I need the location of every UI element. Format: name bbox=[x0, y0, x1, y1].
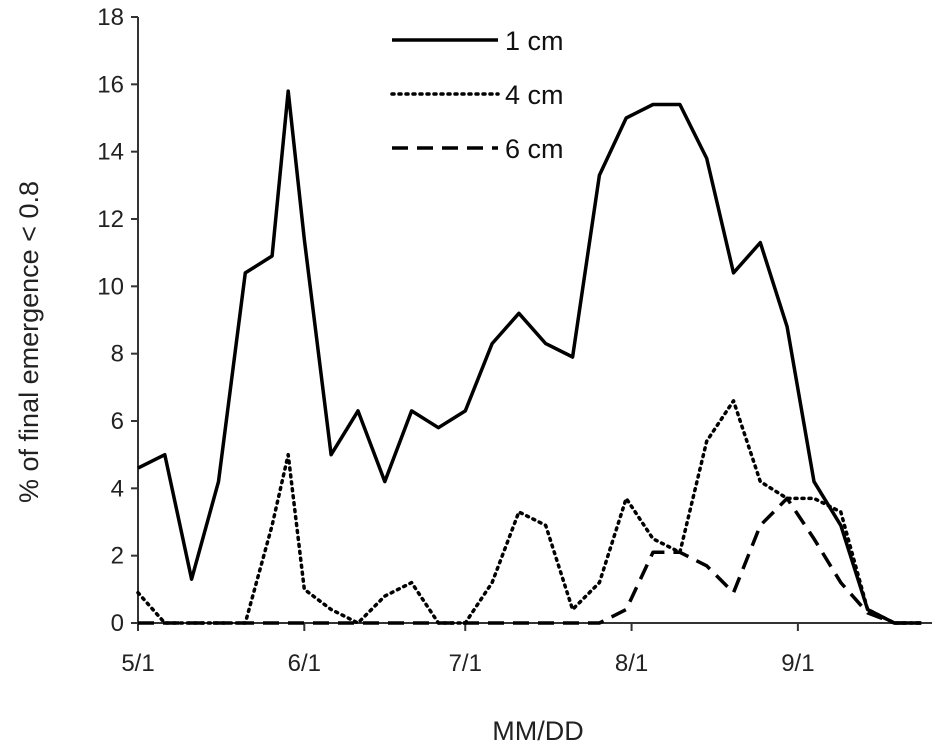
legend: 1 cm 4 cm 6 cm bbox=[390, 26, 564, 164]
x-axis: 5/1 6/1 7/1 8/1 9/1 bbox=[121, 622, 932, 677]
y-tick-label: 18 bbox=[97, 4, 124, 31]
y-axis-title: % of final emergence < 0.8 bbox=[14, 181, 44, 503]
y-tick-label: 14 bbox=[97, 139, 124, 166]
y-tick-label: 6 bbox=[111, 408, 124, 435]
y-tick-label: 4 bbox=[111, 475, 124, 502]
y-tick-label: 0 bbox=[111, 610, 124, 637]
x-tick-label: 5/1 bbox=[121, 650, 154, 677]
y-axis: 0 2 4 6 8 10 12 14 16 18 bbox=[97, 4, 139, 637]
legend-label: 4 cm bbox=[505, 80, 564, 110]
y-tick-label: 10 bbox=[97, 273, 124, 300]
legend-label: 1 cm bbox=[505, 26, 564, 56]
legend-label: 6 cm bbox=[505, 134, 564, 164]
x-tick-label: 9/1 bbox=[781, 650, 814, 677]
x-tick-label: 7/1 bbox=[449, 650, 482, 677]
y-tick-label: 2 bbox=[111, 543, 124, 570]
x-tick-label: 8/1 bbox=[615, 650, 648, 677]
y-tick-label: 8 bbox=[111, 341, 124, 368]
series-line-6-cm bbox=[138, 496, 922, 625]
series-line-4-cm bbox=[136, 399, 924, 625]
x-tick-label: 6/1 bbox=[288, 650, 321, 677]
y-tick-label: 12 bbox=[97, 206, 124, 233]
series-layer bbox=[136, 89, 924, 625]
series-line-1-cm bbox=[137, 89, 922, 625]
x-axis-title: MM/DD bbox=[492, 716, 583, 746]
y-tick-label: 16 bbox=[97, 71, 124, 98]
